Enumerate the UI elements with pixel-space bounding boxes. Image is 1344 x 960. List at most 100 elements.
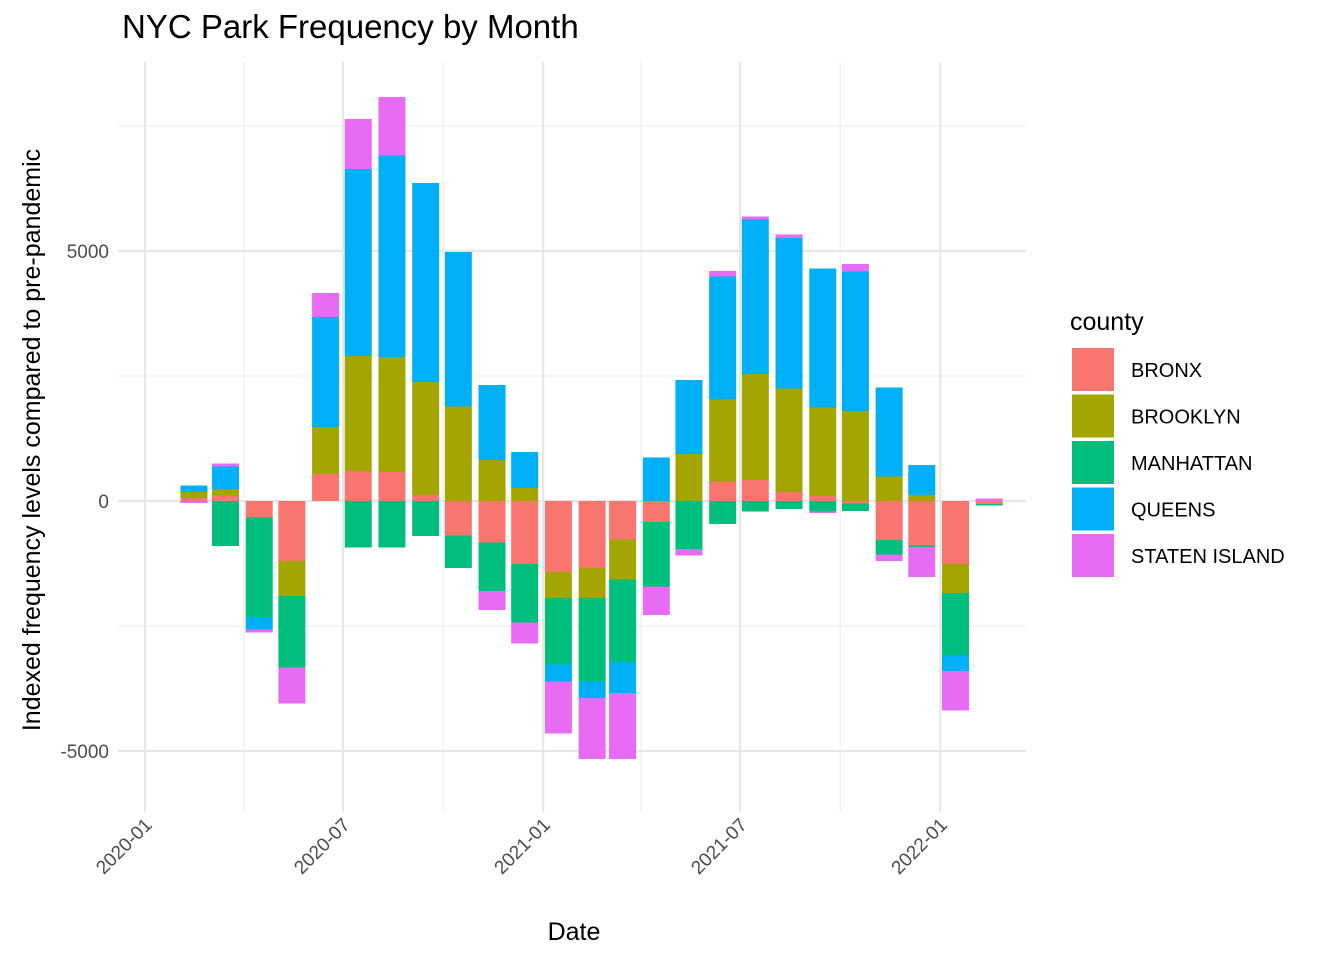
bar-segment [642,586,670,615]
bar-segment [278,561,306,596]
bar-segment [775,492,803,501]
legend-label: MANHATTAN [1131,453,1252,475]
bar-segment [875,554,903,561]
bar-segment [709,481,737,501]
bar-segment [809,501,837,512]
bar-segment [975,501,1003,504]
bar-segment [809,407,837,496]
legend-key [1072,487,1114,531]
legend-label: BRONX [1131,360,1202,382]
bar-segment [741,480,769,501]
bar-segment [245,629,273,633]
bar-segment [908,545,936,547]
bar-segment [245,501,273,518]
bar-segment [344,119,372,169]
bar-segment [675,501,703,549]
bar-segment [908,495,936,501]
bar-segment [212,501,240,546]
bar-segment [444,535,472,568]
bar-segment [741,216,769,220]
bar-segment [544,598,572,665]
legend-key [1072,348,1114,391]
bar-segment [511,501,539,564]
bar-segment [344,501,372,548]
bar-segment [775,501,803,509]
legend-label: BROOKLYN [1131,407,1241,429]
bar-segment [578,698,606,759]
bar-segment [642,457,670,501]
bar-segment [180,492,208,498]
bar-segment [180,485,208,492]
bar-segment [578,598,606,682]
bar-segment [775,234,803,238]
bar-segment [212,463,240,467]
bar-segment [875,501,903,540]
x-tick-label: 2022-01 [888,815,952,879]
bar-segment [709,399,737,482]
bar-segment [841,264,869,272]
bar-segment [312,317,340,427]
grid-layer [118,62,1026,812]
bar-segment [609,662,637,693]
bar-segment [941,593,969,655]
bar-segment [975,498,1003,501]
bar-segment [609,579,637,662]
bar-segment [478,460,506,501]
bar-segment [212,489,240,496]
bar-segment [675,549,703,556]
bar-segment [478,385,506,460]
x-tick-label: 2021-01 [491,815,555,879]
bar-segment [709,271,737,277]
y-axis-title: Indexed frequency levels compared to pre… [18,149,46,731]
bar-segment [544,501,572,572]
bar-segment [544,681,572,734]
bar-segment [245,517,273,617]
bar-segment [941,501,969,564]
y-tick-label: 5000 [67,242,109,263]
bar-segment [875,476,903,501]
bar-segment [544,572,572,598]
legend-key [1072,534,1114,577]
bar-segment [180,498,208,501]
bar-segment [941,564,969,593]
bar-segment [709,276,737,400]
bar-segment [775,388,803,492]
bar-segment [478,542,506,591]
bar-segment [741,219,769,374]
bar-segment [245,617,273,630]
bar-segment [875,387,903,477]
y-tick-label: 0 [98,492,109,513]
y-tick-label: -5000 [60,742,109,763]
bar-segment [278,501,306,561]
bar-segment [809,511,837,513]
bar-segment [841,501,869,504]
bar-segment [344,356,372,471]
bar-segment [412,501,440,536]
bar-segment [941,655,969,671]
bar-segment [841,411,869,501]
bar-segment [578,501,606,568]
x-tick-label: 2021-07 [687,815,751,879]
legend-layer: county BRONX BROOKLYN MANHATTAN QUEENS STATEN… [1070,308,1285,577]
bar-segment [544,664,572,682]
bar-segment [578,568,606,598]
bar-segment [180,501,208,503]
bar-segment [444,252,472,407]
bar-segment [908,547,936,577]
bar-segment [412,495,440,501]
bar-segment [412,183,440,382]
bar-segment [378,155,406,357]
bar-segment [809,268,837,408]
bar-segment [444,501,472,536]
bar-segment [412,382,440,495]
bar-segment [378,97,406,156]
bar-segment [675,454,703,501]
bar-segment [344,471,372,501]
bar-segment [741,501,769,512]
legend-label: QUEENS [1131,500,1215,522]
chart-title: NYC Park Frequency by Month [122,8,579,45]
legend-key [1072,394,1114,438]
bar-segment [709,501,737,524]
bar-segment [875,540,903,555]
